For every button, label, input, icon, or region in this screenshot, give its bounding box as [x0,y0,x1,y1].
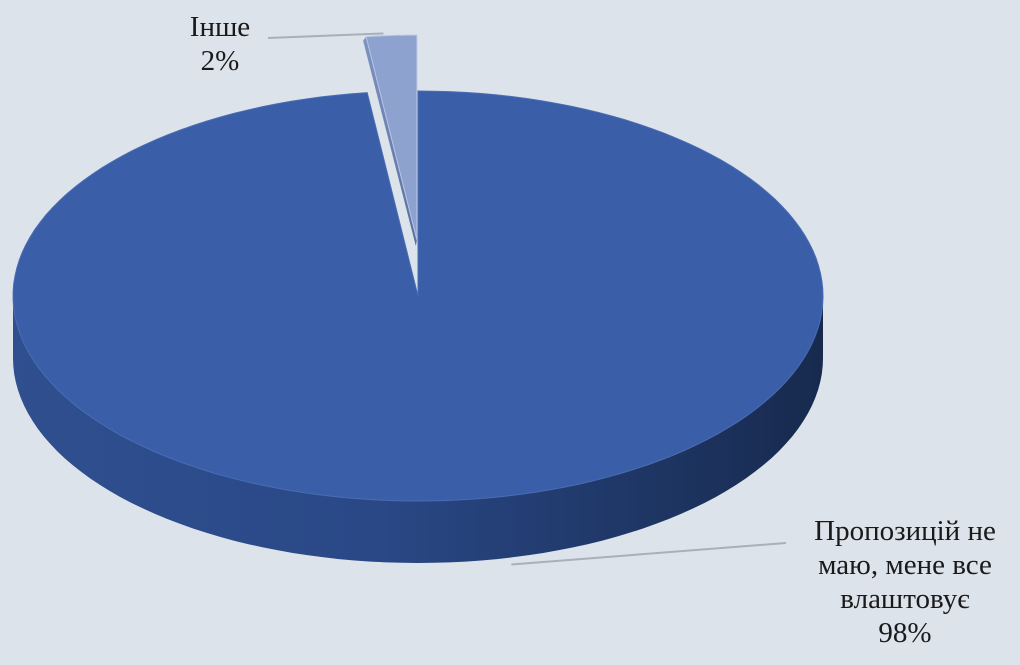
leader-line-other [267,32,384,39]
pie-slice-main-side [13,296,823,563]
pie-slice-other [365,34,418,241]
pie-slice-main [12,90,824,502]
slice-label-other-value: 2% [200,45,240,77]
pie-slice-other-side [363,36,417,247]
pie-slices [12,34,824,563]
slice-label-other-name: Інше [189,11,251,43]
slice-label-main-line-3: влаштовує [840,583,970,615]
data-label-main: Пропозицій не маю, мене все влаштовує 98… [790,514,1020,650]
slice-label-main-line-1: Пропозицій не [814,515,996,547]
leader-line-main [511,542,787,566]
slice-label-main-value: 98% [878,617,932,649]
data-label-other: Інше 2% [170,10,270,78]
slice-label-main-line-2: маю, мене все [818,549,992,581]
leader-lines [267,32,787,566]
